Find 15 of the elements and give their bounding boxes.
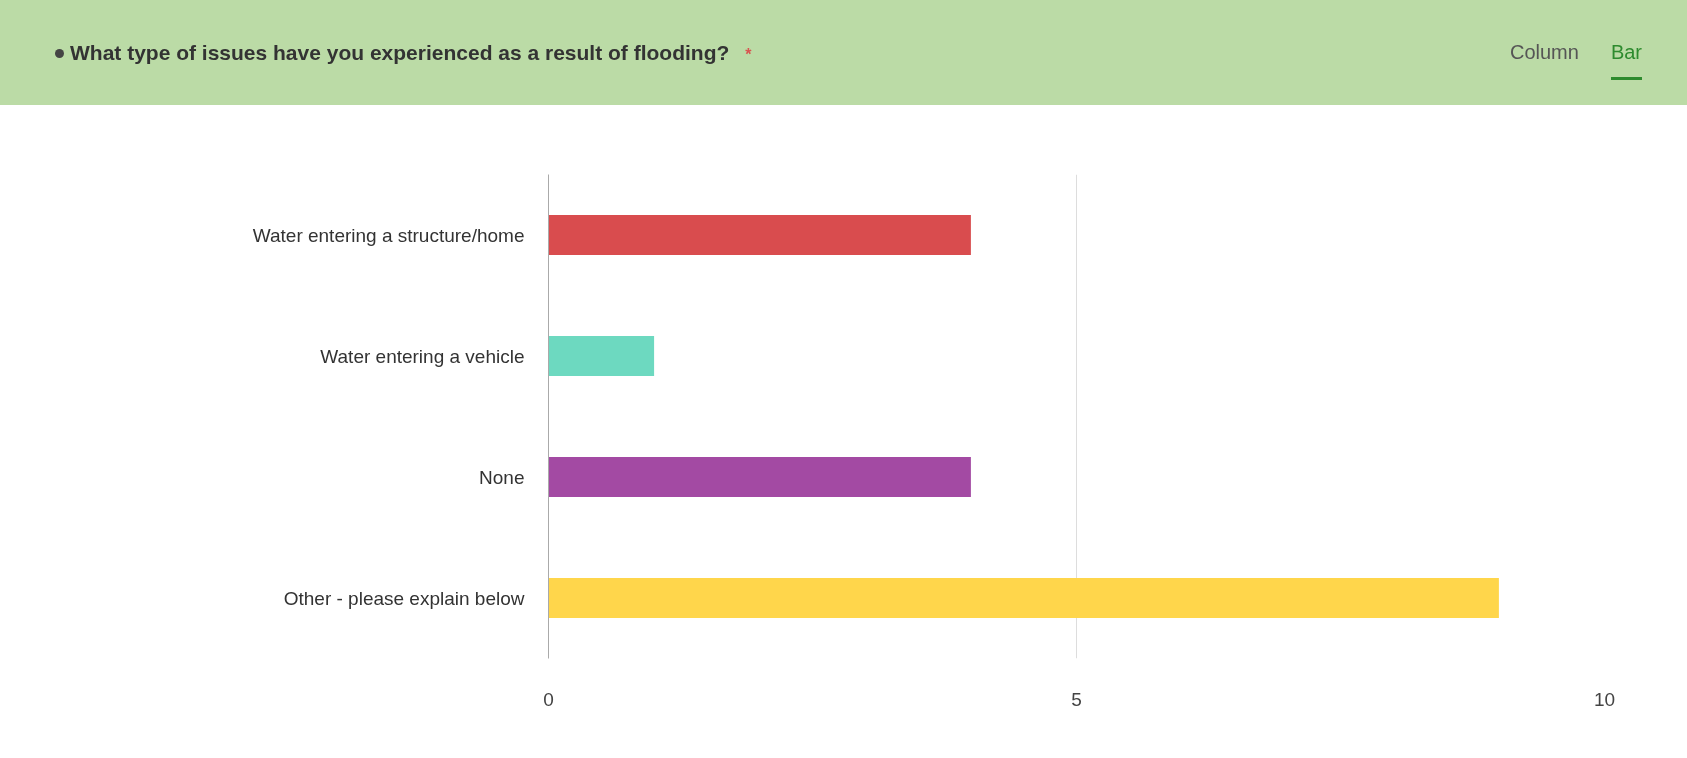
- y-tick-label: Water entering a structure/home: [252, 224, 525, 246]
- y-tick-label: Other - please explain below: [283, 587, 525, 609]
- bar: [548, 336, 655, 376]
- text: *: [745, 45, 752, 63]
- chart-title: What type of issues have you experienced as a result of flooding?: [70, 40, 730, 64]
- bar: [548, 457, 971, 497]
- bar: [548, 215, 971, 255]
- x-tick-label: 0: [543, 688, 554, 710]
- y-tick-label: None: [479, 466, 525, 488]
- text: Column: [1509, 41, 1579, 66]
- x-tick-label: 5: [1071, 688, 1082, 710]
- x-tick-label: 10: [1593, 688, 1616, 710]
- bar: [548, 578, 1499, 618]
- text: Bar: [1610, 41, 1642, 81]
- y-tick-label: Water entering a vehicle: [320, 345, 525, 367]
